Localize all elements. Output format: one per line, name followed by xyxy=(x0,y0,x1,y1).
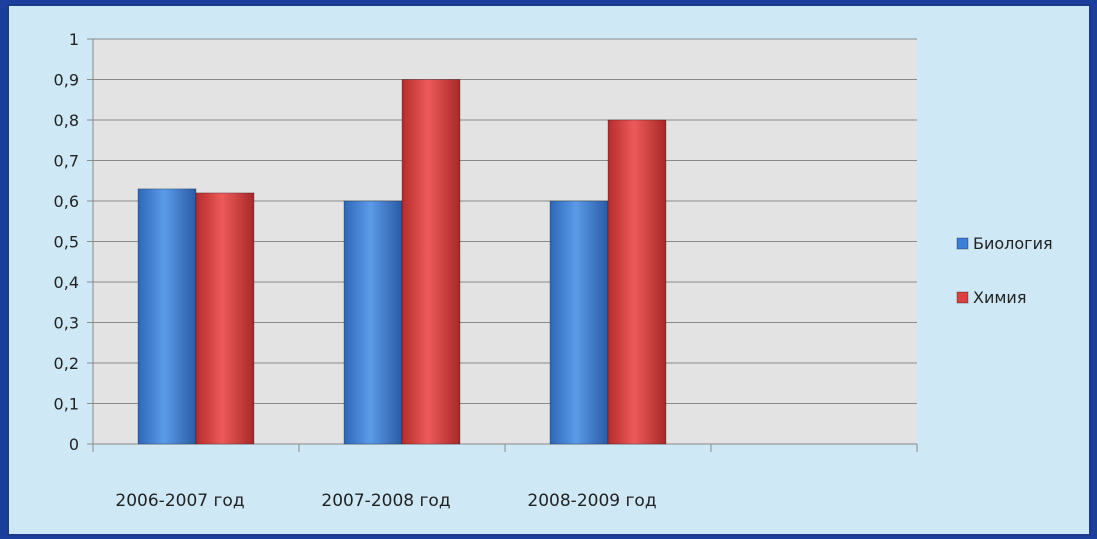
y-tick-label: 0,4 xyxy=(54,273,79,292)
bar-chemistry xyxy=(195,192,255,445)
y-tick-label: 0,7 xyxy=(54,152,79,171)
y-tick-label: 1 xyxy=(69,30,79,49)
bar-biology xyxy=(137,188,197,445)
y-tick-label: 0,6 xyxy=(54,192,79,211)
chart-frame: 0 0,1 0,2 0,3 0,4 0,5 0,6 0,7 0,8 0,9 1 2006-2007 г… xyxy=(7,4,1091,536)
y-tick-label: 0,8 xyxy=(54,111,79,130)
y-tick-label: 0,3 xyxy=(54,314,79,333)
y-tick-label: 0 xyxy=(69,435,79,454)
bar-chemistry xyxy=(607,119,667,445)
y-tick-label: 0,9 xyxy=(54,71,79,90)
legend-label: Биология xyxy=(973,234,1053,253)
bar-biology xyxy=(343,200,403,445)
legend-label: Химия xyxy=(973,288,1026,307)
y-tick-label: 0,5 xyxy=(54,233,79,252)
y-tick-label: 0,1 xyxy=(54,395,79,414)
legend-swatch xyxy=(956,291,969,304)
bar-chemistry xyxy=(401,79,461,445)
y-tick-label: 0,2 xyxy=(54,354,79,373)
bar-biology xyxy=(549,200,609,445)
bar-chart: 0 0,1 0,2 0,3 0,4 0,5 0,6 0,7 0,8 0,9 1 2006-2007 г… xyxy=(54,30,1053,511)
legend-swatch xyxy=(956,237,969,250)
x-category-label: 2008-2009 год xyxy=(527,491,656,511)
x-category-label: 2007-2008 год xyxy=(321,491,450,511)
x-category-label: 2006-2007 год xyxy=(115,491,244,511)
